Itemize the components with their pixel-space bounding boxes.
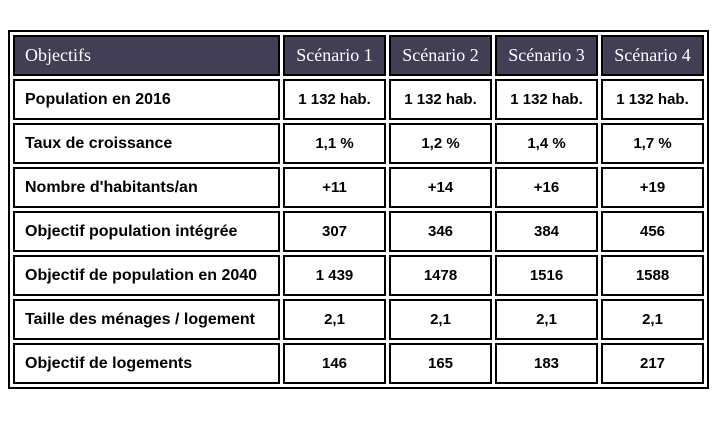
- value-cell: 1,4 %: [495, 123, 598, 164]
- row-label: Objectif de population en 2040: [13, 255, 280, 296]
- header-cell-objectifs: Objectifs: [13, 35, 280, 76]
- value-cell: 1478: [389, 255, 492, 296]
- value-cell: 1516: [495, 255, 598, 296]
- row-label: Nombre d'habitants/an: [13, 167, 280, 208]
- value-cell: 2,1: [283, 299, 386, 340]
- row-label: Objectif de logements: [13, 343, 280, 384]
- table-row: Objectif population intégrée 307 346 384…: [13, 211, 704, 252]
- row-label: Taux de croissance: [13, 123, 280, 164]
- value-cell: 2,1: [495, 299, 598, 340]
- header-row: Objectifs Scénario 1 Scénario 2 Scénario…: [13, 35, 704, 76]
- table-row: Objectif de population en 2040 1 439 147…: [13, 255, 704, 296]
- value-cell: +16: [495, 167, 598, 208]
- value-cell: 165: [389, 343, 492, 384]
- value-cell: 346: [389, 211, 492, 252]
- value-cell: 1,7 %: [601, 123, 704, 164]
- value-cell: 217: [601, 343, 704, 384]
- objectives-scenarios-table: Objectifs Scénario 1 Scénario 2 Scénario…: [8, 30, 709, 389]
- value-cell: 1588: [601, 255, 704, 296]
- value-cell: 183: [495, 343, 598, 384]
- value-cell: 384: [495, 211, 598, 252]
- table-row: Nombre d'habitants/an +11 +14 +16 +19: [13, 167, 704, 208]
- row-label: Objectif population intégrée: [13, 211, 280, 252]
- value-cell: +19: [601, 167, 704, 208]
- value-cell: 2,1: [601, 299, 704, 340]
- value-cell: 1 132 hab.: [389, 79, 492, 120]
- row-label: Taille des ménages / logement: [13, 299, 280, 340]
- value-cell: 307: [283, 211, 386, 252]
- value-cell: +11: [283, 167, 386, 208]
- table-row: Taille des ménages / logement 2,1 2,1 2,…: [13, 299, 704, 340]
- value-cell: 1,2 %: [389, 123, 492, 164]
- header-cell-scenario-1: Scénario 1: [283, 35, 386, 76]
- value-cell: 1,1 %: [283, 123, 386, 164]
- value-cell: 146: [283, 343, 386, 384]
- value-cell: 2,1: [389, 299, 492, 340]
- value-cell: +14: [389, 167, 492, 208]
- value-cell: 1 132 hab.: [495, 79, 598, 120]
- value-cell: 1 132 hab.: [283, 79, 386, 120]
- row-label: Population en 2016: [13, 79, 280, 120]
- header-cell-scenario-3: Scénario 3: [495, 35, 598, 76]
- table-row: Population en 2016 1 132 hab. 1 132 hab.…: [13, 79, 704, 120]
- value-cell: 1 132 hab.: [601, 79, 704, 120]
- header-cell-scenario-2: Scénario 2: [389, 35, 492, 76]
- table-row: Taux de croissance 1,1 % 1,2 % 1,4 % 1,7…: [13, 123, 704, 164]
- value-cell: 456: [601, 211, 704, 252]
- value-cell: 1 439: [283, 255, 386, 296]
- table-row: Objectif de logements 146 165 183 217: [13, 343, 704, 384]
- header-cell-scenario-4: Scénario 4: [601, 35, 704, 76]
